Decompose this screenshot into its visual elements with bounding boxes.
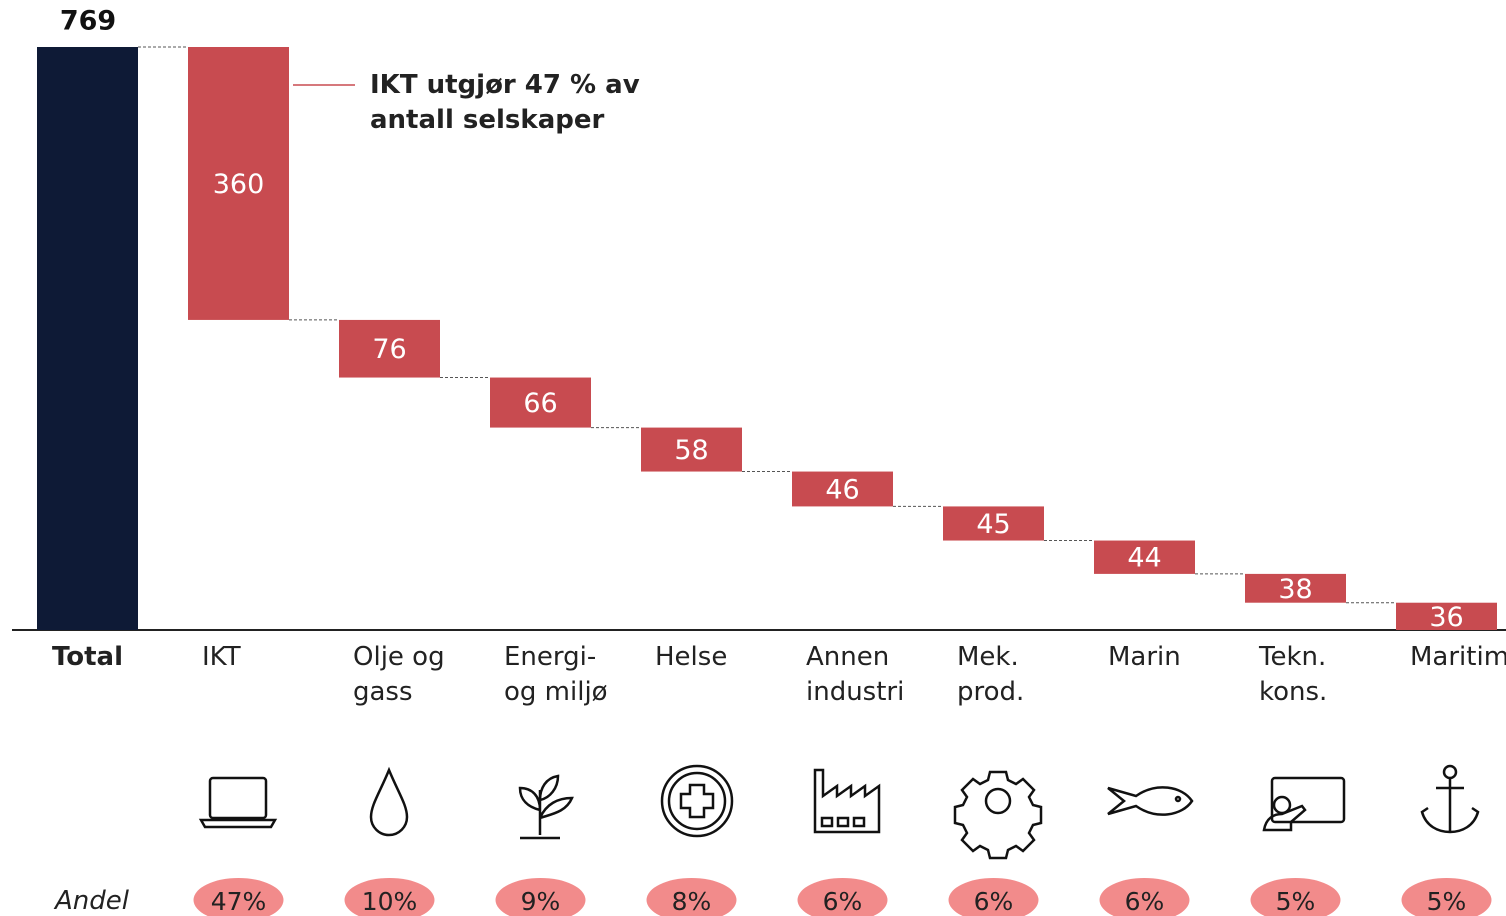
total-value: 769 (60, 6, 116, 37)
total-label: Total (51, 642, 124, 672)
share-label: 5% (1427, 887, 1467, 916)
category-label: Maritim (1410, 642, 1506, 672)
category-label: Helse (655, 642, 728, 672)
share-title: Andel (55, 886, 129, 916)
share-label: 8% (672, 887, 712, 916)
share-label: 6% (974, 887, 1014, 916)
bar (792, 471, 893, 507)
bar (943, 506, 1044, 541)
bar (490, 377, 591, 428)
share-label: 6% (1125, 887, 1165, 916)
category-label: IKT (202, 642, 241, 672)
share-label: 47% (211, 887, 267, 916)
category-label: Tekn. kons. (1259, 642, 1328, 707)
share-label: 5% (1276, 887, 1316, 916)
share-label: 6% (823, 887, 863, 916)
value-label: 76 (372, 334, 406, 365)
category-label: Marin (1108, 642, 1181, 672)
total-bar (37, 47, 138, 630)
share-label: 9% (521, 887, 561, 916)
share-pill (1250, 878, 1341, 916)
value-label: 45 (976, 509, 1010, 540)
share-pill (1099, 878, 1190, 916)
share-pill (646, 878, 737, 916)
bar (1094, 540, 1195, 574)
value-label: 58 (674, 435, 708, 466)
bar (641, 427, 742, 472)
value-label: 360 (213, 169, 265, 200)
share-pill (948, 878, 1039, 916)
value-label: 44 (1127, 543, 1161, 574)
value-label: 66 (523, 388, 557, 419)
bar (188, 47, 289, 320)
share-pill (495, 878, 586, 916)
share-pill (1401, 878, 1492, 916)
category-label: Mek. prod. (957, 642, 1025, 707)
bar (339, 319, 440, 378)
share-pill (193, 878, 284, 916)
share-label: 10% (362, 887, 418, 916)
value-label: 46 (825, 474, 859, 505)
bar (1396, 602, 1497, 630)
category-label: Energi- og miljø (504, 642, 608, 707)
share-pill (797, 878, 888, 916)
annotation: IKT utgjør 47 % av antall selskaper (370, 70, 640, 135)
category-label: Olje og gass (353, 642, 445, 707)
value-label: 38 (1278, 574, 1312, 605)
icons (198, 764, 1480, 860)
value-label: 36 (1429, 602, 1463, 633)
category-label: Annen industri (806, 642, 905, 707)
bar (1245, 573, 1346, 603)
share-pill (344, 878, 435, 916)
